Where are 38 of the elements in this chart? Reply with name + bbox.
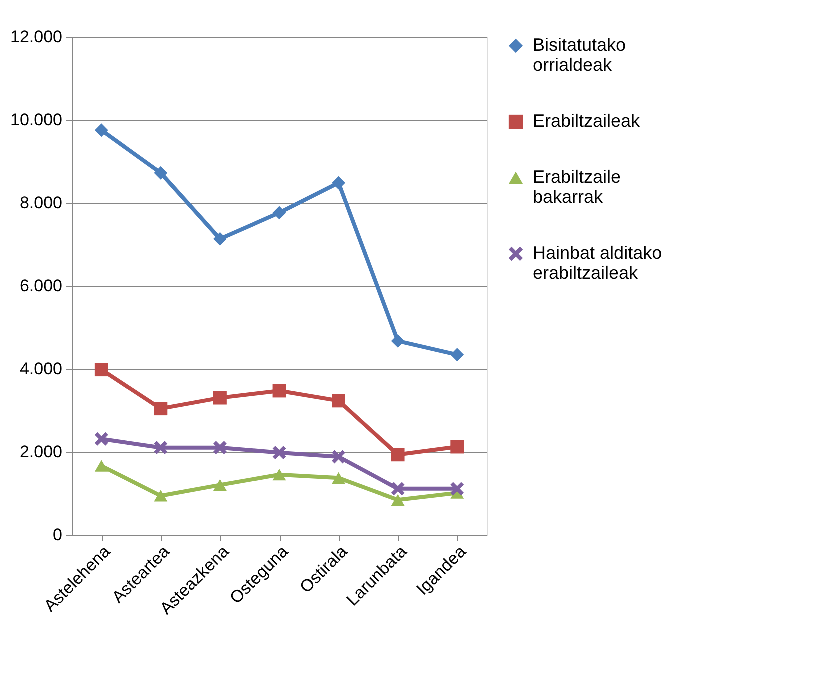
point <box>391 482 405 496</box>
point <box>450 348 464 362</box>
point <box>214 441 227 455</box>
point <box>391 334 405 348</box>
point <box>332 450 346 464</box>
point <box>272 469 286 481</box>
y-tick-label: 0 <box>53 526 62 544</box>
point <box>154 441 168 455</box>
point <box>154 402 168 416</box>
y-tick-label: 2.000 <box>20 442 62 462</box>
y-tick-label: 4.000 <box>20 360 62 378</box>
legend-label: Bisitatutako orrialdeak <box>533 35 626 75</box>
legend-label: Hainbat alditako erabiltzaileak <box>533 243 662 283</box>
point <box>450 440 464 454</box>
point <box>154 166 168 180</box>
point <box>391 448 405 462</box>
y-tick-label: 10.000 <box>10 110 62 130</box>
point <box>332 394 346 408</box>
y-tick-label: 6.000 <box>20 276 62 296</box>
point <box>214 479 227 492</box>
point <box>272 446 286 460</box>
point <box>332 472 346 484</box>
point <box>94 432 108 446</box>
point <box>154 490 168 502</box>
point <box>94 124 108 138</box>
point <box>272 206 286 220</box>
y-tick-label: 8.000 <box>20 194 62 212</box>
legend-label: Erabiltzaile bakarrak <box>533 167 622 207</box>
point <box>94 460 108 472</box>
y-tick-label: 12.000 <box>10 28 62 46</box>
point <box>94 363 108 377</box>
point <box>272 384 286 398</box>
point <box>332 176 346 190</box>
point <box>450 482 464 496</box>
point <box>391 494 405 506</box>
point <box>214 232 227 246</box>
legend-label: Erabiltzaileak <box>533 111 642 131</box>
point <box>214 391 227 405</box>
